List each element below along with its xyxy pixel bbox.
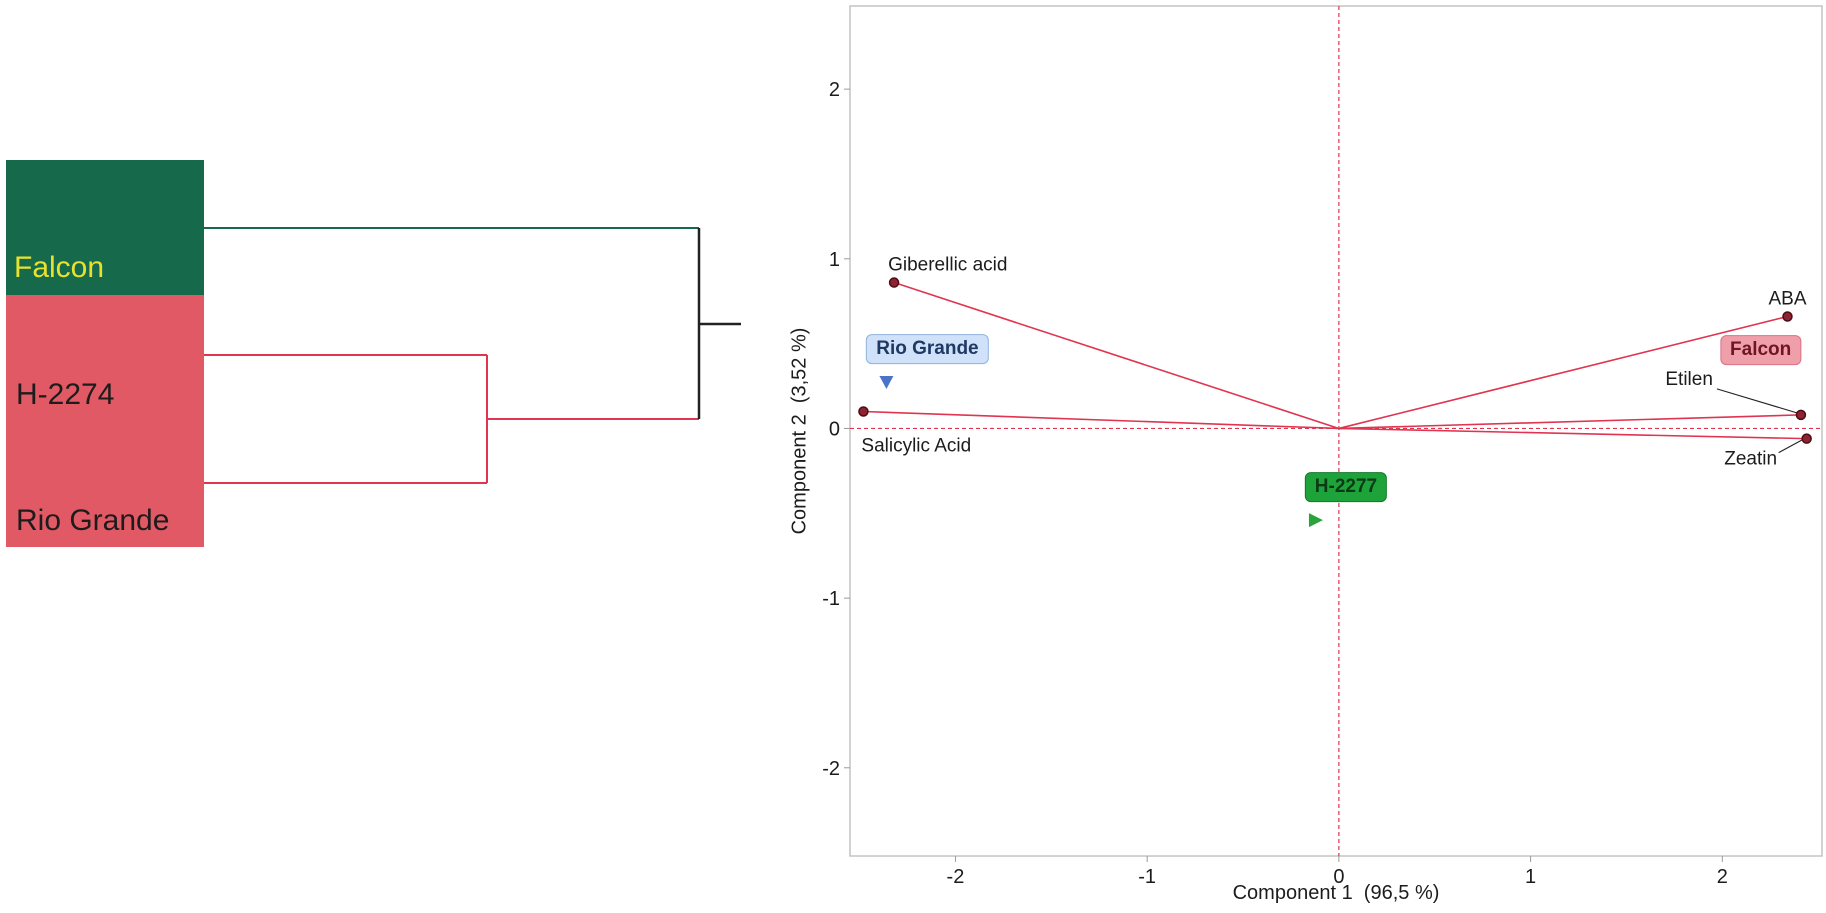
falcon-cluster-block	[6, 160, 204, 295]
score-badge-rio-grande[interactable]: Rio Grande	[866, 334, 989, 364]
loading-vector-zeatin	[1338, 427, 1807, 440]
y-tick-label: -2	[822, 758, 840, 780]
score-marker-rio-grande[interactable]	[879, 375, 894, 389]
y-axis-title: Component 2 (3,52 %)	[788, 327, 811, 535]
y-tick-label: 1	[829, 249, 840, 271]
pca-biplot: -2 -1 0 1 2 2 1 0 -1 -2 Giberellic acid Salicylic A…	[822, 5, 1823, 888]
red-cluster-block	[6, 295, 204, 547]
score-badge-h-2277[interactable]: H-2277	[1304, 472, 1388, 502]
y-tick-label: -1	[822, 588, 840, 610]
loading-point-etilen[interactable]	[1795, 409, 1807, 421]
x-axis-title: Component 1 (96,5 %)	[1232, 882, 1440, 904]
x-tick-label: 1	[1525, 866, 1536, 888]
loading-point-zeatin[interactable]	[1801, 433, 1812, 444]
loading-label-salicylic-acid: Salicylic Acid	[861, 435, 971, 456]
x-tick-label: -2	[947, 866, 965, 888]
label-leader	[1778, 439, 1803, 454]
score-marker-h-2277[interactable]	[1308, 513, 1323, 528]
plot-frame	[849, 5, 1823, 857]
loading-label-zeatin: Zeatin	[1724, 449, 1777, 470]
label-leader	[1716, 388, 1798, 414]
y-tick-label: 0	[829, 418, 840, 440]
loading-label-aba: ABA	[1768, 288, 1806, 309]
x-tick-label: 0	[1333, 866, 1344, 888]
dendrogram: Falcon H-2274 Rio Grande	[6, 160, 741, 547]
cluster-label-rio-grande: Rio Grande	[16, 504, 169, 537]
loading-point-giberellic-acid[interactable]	[888, 277, 900, 288]
cluster-label-h-2274: H-2274	[16, 378, 114, 411]
loading-point-salicylic-acid[interactable]	[858, 406, 869, 417]
score-badge-falcon[interactable]: Falcon	[1720, 335, 1802, 366]
loading-vector-salicylic-acid	[863, 410, 1339, 430]
loading-vector-giberellic-acid	[893, 281, 1340, 430]
loading-label-etilen: Etilen	[1665, 369, 1713, 390]
loading-vector-aba	[1338, 315, 1788, 430]
loading-vector-etilen	[1338, 414, 1801, 430]
x-tick-label: 2	[1717, 866, 1728, 888]
loading-point-aba[interactable]	[1782, 311, 1793, 322]
y-tick-label: 2	[829, 79, 840, 101]
loading-label-giberellic-acid: Giberellic acid	[888, 255, 1007, 276]
x-tick-label: -1	[1138, 866, 1156, 888]
cluster-label-falcon: Falcon	[14, 251, 104, 284]
